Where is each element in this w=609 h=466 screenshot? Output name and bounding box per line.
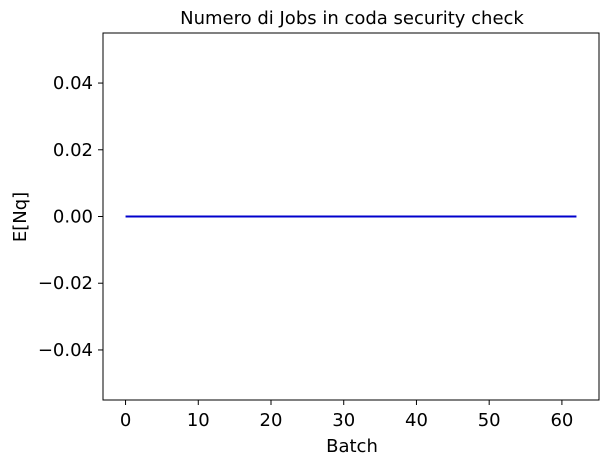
x-tick-label: 50 bbox=[478, 410, 501, 431]
x-tick-label: 30 bbox=[332, 410, 355, 431]
x-tick-label: 10 bbox=[187, 410, 210, 431]
x-tick-label: 40 bbox=[405, 410, 428, 431]
y-tick-label: 0.00 bbox=[53, 207, 93, 228]
x-axis: 0 10 20 30 40 50 60 bbox=[120, 400, 573, 431]
y-axis-label: E[Nq] bbox=[10, 192, 31, 242]
y-tick-label: 0.04 bbox=[53, 73, 93, 94]
x-tick-label: 20 bbox=[260, 410, 283, 431]
y-tick-label: −0.04 bbox=[38, 340, 93, 361]
y-axis: 0.04 0.02 0.00 −0.02 −0.04 bbox=[38, 73, 103, 361]
x-tick-label: 0 bbox=[120, 410, 131, 431]
chart-title: Numero di Jobs in coda security check bbox=[180, 8, 524, 29]
y-tick-label: −0.02 bbox=[38, 273, 93, 294]
x-axis-label: Batch bbox=[326, 436, 378, 457]
y-tick-label: 0.02 bbox=[53, 140, 93, 161]
x-tick-label: 60 bbox=[550, 410, 573, 431]
